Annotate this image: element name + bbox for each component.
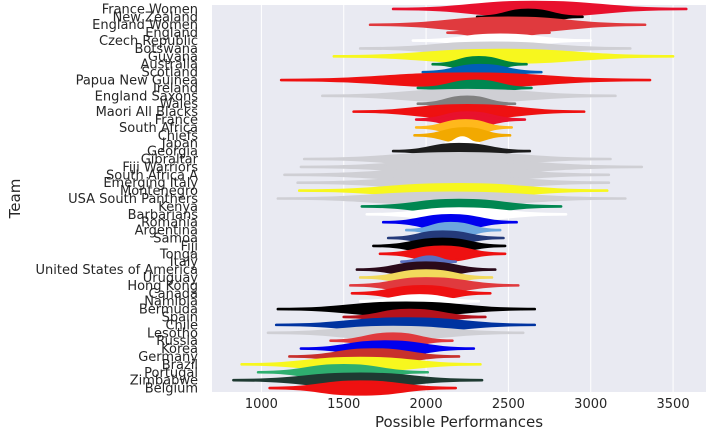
y-tick-label: Fiji — [181, 239, 198, 254]
y-tick-label: Papua New Guinea — [76, 74, 198, 89]
y-tick-label: Hong Kong — [127, 279, 198, 294]
y-tick-label: Spain — [162, 310, 198, 325]
y-tick-label: Korea — [161, 342, 198, 357]
x-tick-label: 1000 — [245, 397, 278, 412]
y-tick-label: Fiji Warriors — [122, 160, 198, 175]
y-tick-label: England Women — [92, 18, 198, 33]
y-tick-label: England Saxons — [95, 89, 199, 104]
x-tick-label: 1500 — [327, 397, 360, 412]
y-tick-label: France Women — [102, 2, 198, 17]
y-tick-label: Barbarians — [128, 208, 199, 223]
y-tick-label: Ireland — [153, 81, 198, 96]
y-tick-label: South Africa A — [106, 168, 198, 183]
violin-england-women — [368, 16, 647, 33]
violin-chiefs — [413, 127, 512, 144]
y-tick-label: United States of America — [36, 263, 198, 278]
y-axis-label: Team — [6, 179, 24, 220]
y-tick-label: Scotland — [141, 66, 198, 81]
x-tick-label: 2000 — [410, 397, 443, 412]
y-tick-label: Portugal — [144, 366, 198, 381]
x-tick-label: 2500 — [492, 397, 525, 412]
y-tick-label: Botswana — [134, 42, 198, 57]
y-tick-label: Maori All Blacks — [96, 105, 199, 120]
y-tick-label: Tonga — [159, 247, 198, 262]
x-axis-label: Possible Performances — [375, 413, 543, 431]
y-tick-label: Georgia — [147, 145, 198, 160]
y-tick-label: USA South Panthers — [68, 192, 198, 207]
violin-guyana — [332, 48, 675, 64]
y-tick-label: Canada — [149, 287, 198, 302]
violin-usa-south-panthers — [276, 191, 627, 206]
y-tick-label: Bermuda — [139, 303, 198, 318]
violin-belgium — [268, 380, 458, 396]
y-tick-label: Russia — [156, 334, 198, 349]
x-tick-label: 3000 — [574, 397, 607, 412]
y-tick-label: Chiefs — [158, 129, 199, 144]
y-tick-label: Czech Republic — [99, 34, 198, 49]
y-tick-label: South Africa — [119, 121, 198, 136]
y-tick-label: Wales — [160, 97, 199, 112]
y-tick-label: Australia — [140, 58, 198, 73]
y-tick-label: Italy — [170, 255, 199, 270]
y-tick-label: Kenya — [158, 200, 198, 215]
y-tick-label: Zimbabwe — [130, 374, 198, 389]
y-tick-label: Lesotho — [147, 326, 198, 341]
y-tick-label: Uruguay — [143, 271, 199, 286]
y-tick-label: Guyana — [148, 50, 198, 65]
x-tick-labels: 1000 1500 2000 2500 3000 3500 — [245, 397, 690, 412]
violin-layer — [232, 0, 688, 396]
y-tick-label: Germany — [138, 350, 198, 365]
y-tick-label: Brazil — [162, 358, 198, 373]
x-tick-label: 3500 — [657, 397, 690, 412]
y-tick-label: Namibia — [144, 295, 198, 310]
y-tick-label: Samoa — [153, 231, 198, 246]
y-tick-label: England — [145, 26, 198, 41]
violin-france-women — [391, 0, 688, 18]
y-tick-label: Chile — [165, 318, 198, 333]
y-tick-label: Argentina — [135, 224, 198, 239]
violin-papua-new-guinea — [279, 72, 652, 88]
y-tick-label: Romania — [141, 216, 198, 231]
y-tick-label: Gibraltar — [141, 153, 199, 168]
y-tick-label: France — [155, 113, 198, 128]
y-tick-label: Montenegro — [120, 184, 198, 199]
y-tick-label: Emerging Italy — [103, 176, 198, 191]
y-tick-label: Belgium — [145, 382, 198, 397]
y-tick-label: Japan — [161, 137, 198, 152]
y-tick-label: New Zealand — [113, 10, 198, 25]
